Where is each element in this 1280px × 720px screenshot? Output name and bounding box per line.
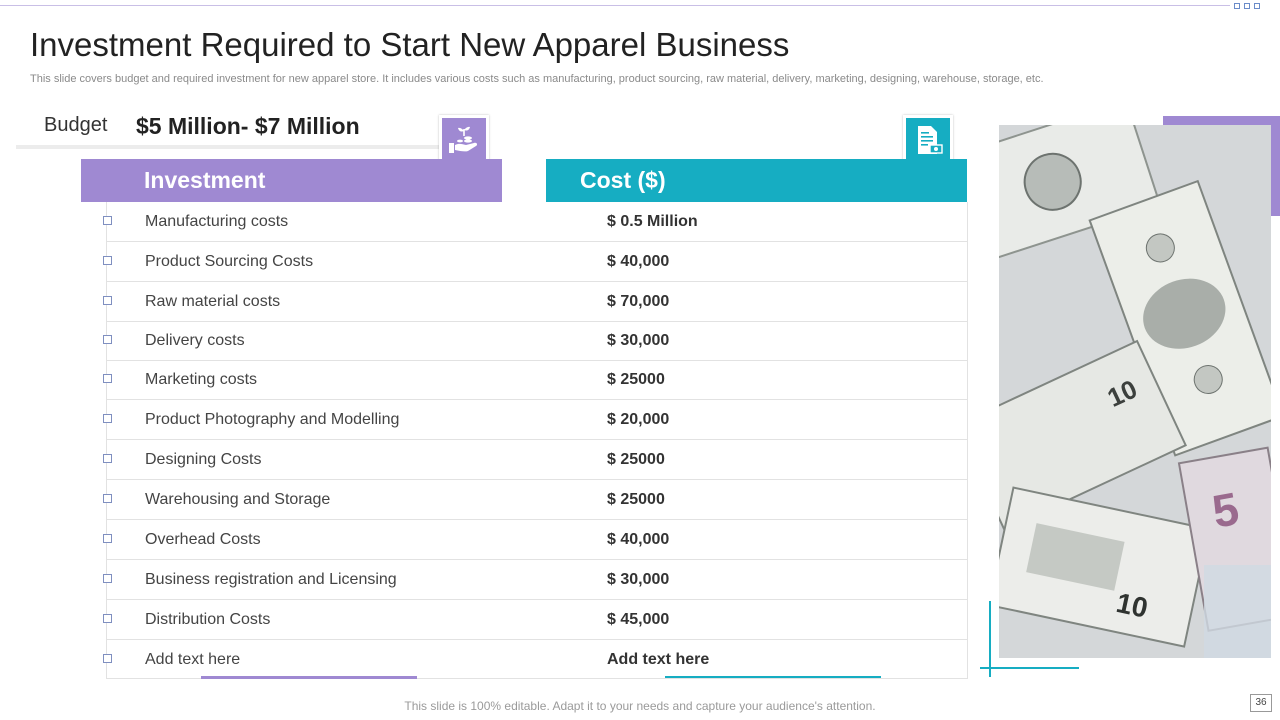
corner-square-icon [1254, 3, 1260, 9]
investment-item: Overhead Costs [145, 531, 261, 548]
budget-underline [16, 145, 446, 149]
top-divider [0, 5, 1230, 6]
square-bullet-icon [103, 216, 112, 225]
table-row: Business registration and Licensing $ 30… [103, 560, 967, 600]
table-row: Raw material costs $ 70,000 [103, 282, 967, 322]
table-row: Product Photography and Modelling $ 20,0… [103, 400, 967, 440]
teal-frame-horizontal [980, 667, 1079, 669]
cost-icon-box [903, 115, 953, 165]
investment-column-header: Investment [81, 159, 502, 202]
slide-subtitle: This slide covers budget and required in… [30, 73, 1044, 85]
square-bullet-icon [103, 374, 112, 383]
investment-item: Product Sourcing Costs [145, 253, 314, 270]
investment-item: Delivery costs [145, 332, 245, 349]
square-bullet-icon [103, 414, 112, 423]
document-with-money-icon [918, 126, 943, 154]
square-bullet-icon [103, 256, 112, 265]
cost-value: $ 0.5 Million [607, 213, 698, 230]
purple-accent-bar [201, 676, 417, 679]
cost-value: $ 30,000 [607, 332, 670, 349]
square-bullet-icon [103, 534, 112, 543]
investment-item: Designing Costs [145, 451, 262, 468]
investment-item: Marketing costs [145, 371, 258, 388]
table-row: Designing Costs $ 25000 [103, 440, 967, 480]
footer-note: This slide is 100% editable. Adapt it to… [404, 699, 876, 713]
table-row: Overhead Costs $ 40,000 [103, 520, 967, 560]
table-row: Manufacturing costs $ 0.5 Million [103, 202, 967, 242]
table-row: Add text here Add text here [103, 640, 967, 680]
investment-item: Distribution Costs [145, 611, 271, 628]
cost-value: $ 25000 [607, 451, 665, 468]
cost-value: $ 25000 [607, 371, 665, 388]
cost-column-header: Cost ($) [546, 159, 967, 202]
investment-item: Business registration and Licensing [145, 571, 397, 588]
svg-text:10: 10 [1114, 587, 1151, 624]
investment-item: Add text here [145, 651, 241, 668]
investment-item: Manufacturing costs [145, 213, 289, 230]
plant-in-hand-with-coins-icon [449, 126, 478, 153]
corner-square-icon [1234, 3, 1240, 9]
cost-value: $ 30,000 [607, 571, 670, 588]
cost-value: $ 45,000 [607, 611, 670, 628]
cost-value: Add text here [607, 651, 710, 668]
square-bullet-icon [103, 335, 112, 344]
money-photo: 10 10 5 [999, 125, 1271, 658]
investment-table: Manufacturing costs $ 0.5 Million Produc… [103, 202, 968, 680]
investment-item: Raw material costs [145, 293, 281, 310]
table-row: Delivery costs $ 30,000 [103, 321, 967, 361]
square-bullet-icon [103, 494, 112, 503]
table-row: Product Sourcing Costs $ 40,000 [103, 242, 967, 282]
slide-title: Investment Required to Start New Apparel… [30, 26, 790, 63]
investment-item: Warehousing and Storage [145, 491, 331, 508]
square-bullet-icon [103, 654, 112, 663]
investment-item: Product Photography and Modelling [145, 411, 400, 428]
table-row: Marketing costs $ 25000 [103, 360, 967, 400]
cost-value: $ 70,000 [607, 293, 670, 310]
page-number: 36 [1250, 694, 1272, 712]
table-row: Distribution Costs $ 45,000 [103, 600, 967, 640]
cost-value: $ 25000 [607, 491, 665, 508]
teal-frame-vertical [989, 601, 991, 677]
teal-accent-bar [665, 676, 881, 678]
corner-square-icon [1244, 3, 1250, 9]
cost-value: $ 20,000 [607, 411, 670, 428]
cost-value: $ 40,000 [607, 253, 670, 270]
cost-value: $ 40,000 [607, 531, 670, 548]
square-bullet-icon [103, 574, 112, 583]
investment-icon-box [439, 115, 489, 165]
square-bullet-icon [103, 454, 112, 463]
table-row: Warehousing and Storage $ 25000 [103, 480, 967, 520]
budget-label: Budget [44, 114, 108, 136]
square-bullet-icon [103, 296, 112, 305]
budget-value: $5 Million- $7 Million [136, 113, 360, 139]
square-bullet-icon [103, 614, 112, 623]
dollar-bills-image: 10 10 5 [999, 125, 1271, 658]
